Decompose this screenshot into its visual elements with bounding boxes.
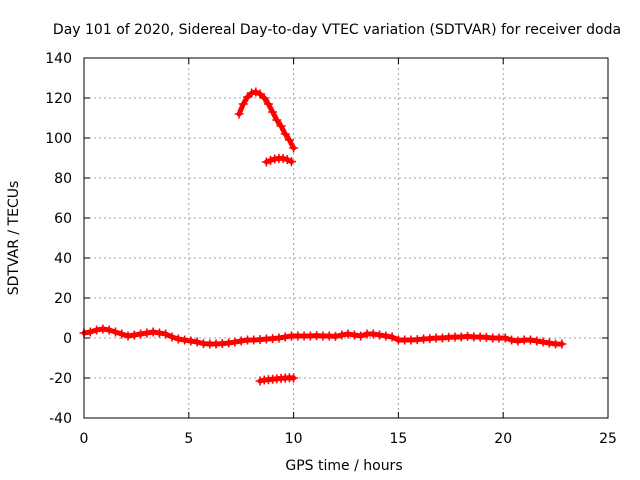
axis-ticks xyxy=(83,57,609,419)
y-tick-label: 100 xyxy=(45,131,72,147)
x-tick-label: 10 xyxy=(285,431,303,447)
data-point xyxy=(331,331,341,341)
data-point xyxy=(167,332,177,342)
data-point xyxy=(186,336,196,346)
data-point xyxy=(230,337,240,347)
data-point xyxy=(180,335,190,345)
y-tick-label: 60 xyxy=(54,211,72,227)
series-upper-short-track xyxy=(261,153,297,167)
series-main-track xyxy=(79,324,567,349)
data-point xyxy=(85,327,95,337)
data-point xyxy=(92,325,102,335)
data-point xyxy=(368,329,378,339)
data-point xyxy=(276,121,286,131)
x-axis-label: GPS time / hours xyxy=(285,458,402,474)
data-point xyxy=(289,373,299,383)
x-tick-label: 15 xyxy=(389,431,407,447)
grid-lines xyxy=(84,58,608,418)
data-point xyxy=(500,333,510,343)
data-point xyxy=(349,330,359,340)
series-upper-arc xyxy=(234,87,299,153)
y-tick-label: 0 xyxy=(63,331,72,347)
data-point xyxy=(148,327,158,337)
x-tick-label: 25 xyxy=(599,431,617,447)
plot-frame xyxy=(83,57,609,419)
data-point xyxy=(268,107,278,117)
x-tick-label: 20 xyxy=(494,431,512,447)
data-point xyxy=(142,328,152,338)
data-point xyxy=(173,334,183,344)
data-point xyxy=(337,330,347,340)
y-tick-label: 80 xyxy=(54,171,72,187)
y-tick-label: 140 xyxy=(45,51,72,67)
tick-labels: 0 5 10 15 20 25 -40 -20 0 20 40 60 80 100 120 140 xyxy=(45,51,617,447)
data-point xyxy=(123,331,133,341)
data-point xyxy=(192,337,202,347)
y-axis-label: SDTVAR / TECUs xyxy=(6,181,22,296)
data-point xyxy=(110,327,120,337)
data-point xyxy=(287,157,297,167)
data-point xyxy=(343,329,353,339)
data-point xyxy=(255,89,265,99)
data-point xyxy=(136,329,146,339)
data-point xyxy=(261,157,271,167)
data-point xyxy=(274,333,284,343)
data-point xyxy=(381,331,391,341)
x-tick-label: 0 xyxy=(80,431,89,447)
data-point xyxy=(278,153,288,163)
data-point xyxy=(266,155,276,165)
data-point xyxy=(289,143,299,153)
data-point xyxy=(544,338,554,348)
data-point xyxy=(117,329,127,339)
data-point xyxy=(387,332,397,342)
data-point xyxy=(161,329,171,339)
data-point xyxy=(259,93,269,103)
data-point xyxy=(154,328,164,338)
data-point xyxy=(538,337,548,347)
y-tick-label: 40 xyxy=(54,251,72,267)
data-point xyxy=(284,135,294,145)
data-point xyxy=(238,99,248,109)
data-point xyxy=(532,336,542,346)
data-point xyxy=(236,336,246,346)
data-point xyxy=(280,129,290,139)
data-point xyxy=(247,88,257,98)
data-point xyxy=(525,335,535,345)
data-point xyxy=(263,99,273,109)
y-tick-label: 120 xyxy=(45,91,72,107)
data-point xyxy=(129,330,139,340)
data-point xyxy=(224,338,234,348)
series-lower-short-track xyxy=(255,373,299,386)
y-tick-label: 20 xyxy=(54,291,72,307)
data-point xyxy=(375,330,385,340)
data-point xyxy=(280,332,290,342)
data-point xyxy=(356,331,366,341)
data-point xyxy=(255,376,265,386)
data-point xyxy=(104,325,114,335)
data-points xyxy=(79,87,567,386)
data-point xyxy=(242,92,252,102)
data-point xyxy=(513,336,523,346)
data-point xyxy=(507,335,517,345)
x-tick-label: 5 xyxy=(184,431,193,447)
y-tick-label: -40 xyxy=(49,411,72,427)
chart-title: Day 101 of 2020, Sidereal Day-to-day VTE… xyxy=(53,22,621,38)
data-point xyxy=(272,115,282,125)
data-point xyxy=(282,155,292,165)
data-point xyxy=(234,109,244,119)
data-point xyxy=(251,87,261,97)
y-tick-label: -20 xyxy=(49,371,72,387)
data-point xyxy=(557,339,567,349)
data-point xyxy=(98,324,108,334)
